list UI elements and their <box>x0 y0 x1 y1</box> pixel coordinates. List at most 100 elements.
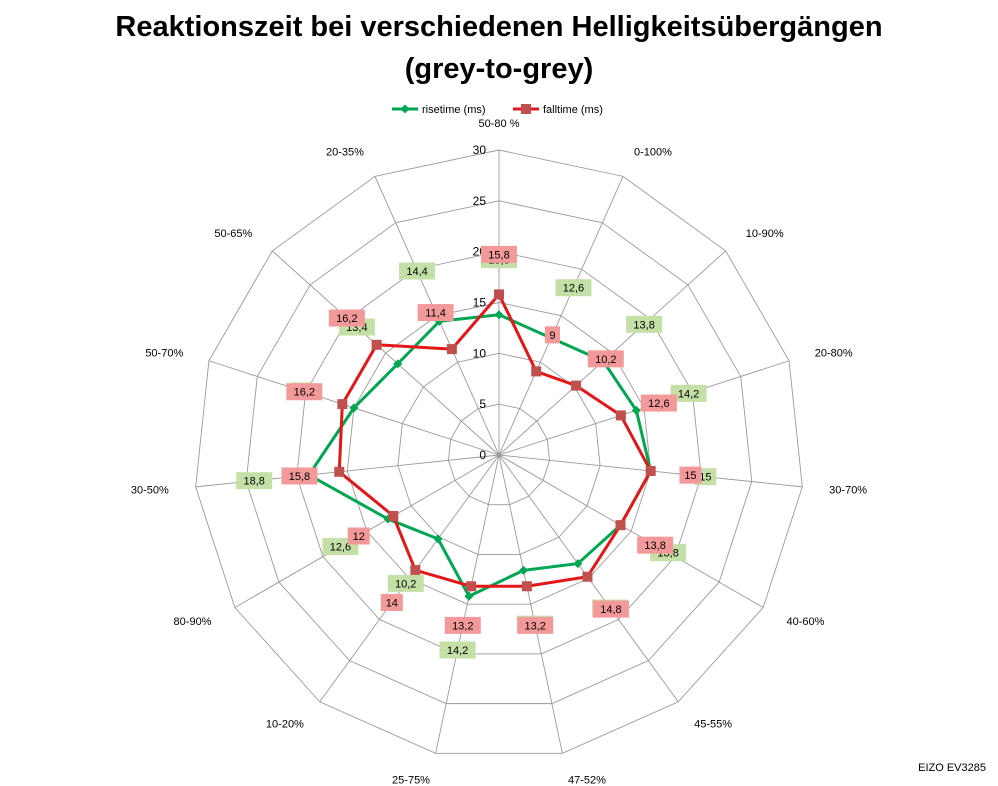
data-label-box <box>380 594 403 612</box>
data-label: 12 <box>353 531 365 543</box>
category-label: 47-52% <box>568 775 606 786</box>
data-label-box <box>328 309 365 327</box>
data-label: 15,8 <box>488 249 509 261</box>
data-label-box <box>679 466 702 484</box>
category-label: 20-80% <box>815 347 853 359</box>
data-label-box <box>281 467 318 485</box>
data-label-box <box>439 641 476 659</box>
data-label-box <box>587 350 624 368</box>
data-label-box <box>640 394 677 412</box>
data-label: 12,6 <box>648 398 669 410</box>
data-point-marker <box>531 366 542 377</box>
data-point-marker <box>615 520 626 531</box>
data-label: 14,2 <box>447 645 468 657</box>
data-point-marker <box>337 399 348 410</box>
data-label: 16,2 <box>294 387 315 399</box>
category-label: 40-60% <box>787 616 825 628</box>
data-point-marker <box>582 571 593 582</box>
grid-spoke <box>498 454 764 608</box>
data-label-box <box>517 616 554 634</box>
data-point-marker <box>393 359 403 369</box>
chart-title-line-1: Reaktionszeit bei verschiedenen Helligke… <box>115 11 883 43</box>
data-point-marker <box>494 310 504 320</box>
data-point-marker <box>349 403 359 413</box>
grid-spoke <box>498 176 624 456</box>
grid-spoke <box>435 454 500 754</box>
data-point-marker <box>466 581 477 592</box>
category-label: 45-55% <box>694 719 732 731</box>
data-label: 10,2 <box>595 354 616 366</box>
data-point-marker <box>334 466 345 477</box>
axis-tick-label: 15 <box>473 296 487 310</box>
data-label: 13,2 <box>452 620 473 632</box>
grid-ring <box>245 200 753 705</box>
data-label-box <box>286 383 323 401</box>
category-label: 25-75% <box>392 775 430 786</box>
data-label: 10,2 <box>395 578 416 590</box>
grid-spoke <box>498 454 563 754</box>
data-point-marker <box>464 591 474 601</box>
data-point-marker <box>433 534 443 544</box>
data-label-box <box>637 536 674 554</box>
data-label-box <box>387 574 424 592</box>
data-point-marker <box>519 565 529 575</box>
category-label: 50-65% <box>214 228 252 240</box>
data-label: 14,2 <box>678 388 699 400</box>
category-label: 50-70% <box>145 347 183 359</box>
data-point-marker <box>371 339 382 350</box>
data-point-marker <box>494 289 504 300</box>
grid-ring <box>397 352 601 555</box>
data-label: 15 <box>699 472 711 484</box>
monitor-model-credit: EIZO EV3285 <box>918 762 986 774</box>
data-point-marker <box>573 559 583 569</box>
data-label-box <box>399 262 436 280</box>
data-label: 14,4 <box>406 266 427 278</box>
data-label: 16,2 <box>336 313 357 325</box>
grid-ring <box>346 302 652 605</box>
legend-marker <box>521 104 531 114</box>
data-label-box <box>555 279 592 297</box>
data-point-marker <box>410 565 421 576</box>
data-label-box <box>236 472 273 490</box>
data-label-box <box>444 616 481 634</box>
category-label: 10-20% <box>266 719 304 731</box>
axis-tick-label: 10 <box>473 346 487 360</box>
legend-marker <box>400 104 410 114</box>
data-point-marker <box>388 511 399 521</box>
data-point-marker <box>615 410 626 421</box>
data-point-marker <box>521 581 532 592</box>
data-label: 12,6 <box>563 283 584 295</box>
grid-ring <box>296 251 702 655</box>
data-point-marker <box>571 380 582 391</box>
category-label: 30-50% <box>131 485 169 497</box>
category-label: 30-70% <box>829 485 867 497</box>
data-point-marker <box>645 465 656 476</box>
category-label: 0-100% <box>634 147 672 159</box>
legend-label: falltime (ms) <box>543 104 603 116</box>
data-label: 15 <box>684 470 696 482</box>
grid-spoke <box>272 250 500 456</box>
data-label: 14,8 <box>600 604 621 616</box>
data-label: 12,6 <box>330 542 351 554</box>
data-label: 11,4 <box>425 308 446 320</box>
data-label-box <box>544 326 560 344</box>
data-label-box <box>592 600 629 618</box>
series-line-1 <box>337 292 653 588</box>
category-label: 80-90% <box>174 616 212 628</box>
data-label: 18,8 <box>244 476 265 488</box>
grid-ring <box>195 149 803 754</box>
axis-tick-label: 0 <box>479 448 486 462</box>
series-line-0 <box>307 313 653 598</box>
data-point-marker <box>446 344 457 355</box>
data-label-box <box>481 245 517 263</box>
category-label: 10-90% <box>746 228 784 240</box>
axis-tick-label: 5 <box>479 397 486 411</box>
data-label: 13,8 <box>644 540 665 552</box>
category-label: 50-80 % <box>479 118 520 130</box>
data-label: 9 <box>549 330 555 342</box>
data-label: 13,2 <box>525 620 546 632</box>
legend-label: risetime (ms) <box>422 104 486 116</box>
data-label: 13,8 <box>633 319 654 331</box>
data-label-box <box>347 527 370 545</box>
